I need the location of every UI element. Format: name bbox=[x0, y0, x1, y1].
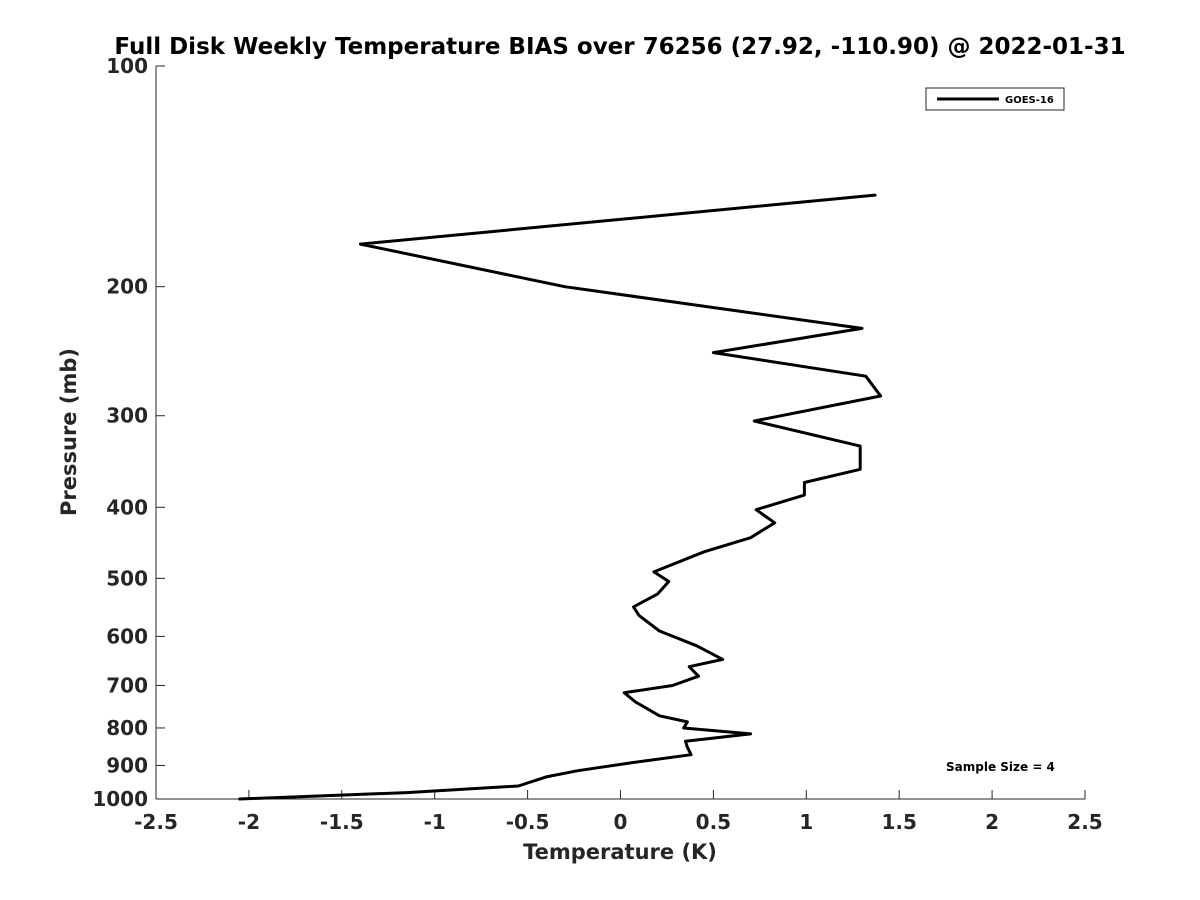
x-tick-label: 1.5 bbox=[881, 810, 916, 834]
y-tick-label: 300 bbox=[106, 404, 148, 428]
legend-label: GOES-16 bbox=[1005, 95, 1054, 106]
x-tick-label: -1 bbox=[424, 810, 446, 834]
y-axis-title: Pressure (mb) bbox=[57, 348, 81, 516]
x-tick-label: -2.5 bbox=[134, 810, 178, 834]
x-tick-label: 1 bbox=[799, 810, 813, 834]
y-tick-label: 400 bbox=[106, 495, 148, 519]
y-tick-label: 200 bbox=[106, 275, 148, 299]
chart-title: Full Disk Weekly Temperature BIAS over 7… bbox=[114, 34, 1125, 60]
x-tick-label: -1.5 bbox=[320, 810, 364, 834]
x-tick-label: 2.5 bbox=[1067, 810, 1102, 834]
legend: GOES-16 bbox=[925, 87, 1065, 111]
y-ticks: 100 200 300 400 500 600 700 800 900 1000 bbox=[92, 54, 165, 811]
x-tick-label: 0 bbox=[614, 810, 628, 834]
y-tick-label: 1000 bbox=[92, 787, 148, 811]
x-ticks: -2.5 -2 -1.5 -1 -0.5 0 0.5 1 1.5 2 2.5 bbox=[134, 790, 1103, 834]
y-tick-label: 600 bbox=[106, 624, 148, 648]
y-tick-label: 700 bbox=[106, 673, 148, 697]
sample-size-annotation: Sample Size = 4 bbox=[946, 760, 1055, 774]
x-tick-label: -0.5 bbox=[506, 810, 550, 834]
y-tick-label: 500 bbox=[106, 566, 148, 590]
plot-area bbox=[155, 66, 1085, 800]
x-tick-label: -2 bbox=[238, 810, 260, 834]
y-tick-label: 100 bbox=[106, 54, 148, 78]
y-tick-label: 800 bbox=[106, 716, 148, 740]
x-tick-label: 2 bbox=[985, 810, 999, 834]
series-line-goes-16 bbox=[238, 193, 883, 801]
x-axis-title: Temperature (K) bbox=[523, 840, 717, 864]
y-tick-label: 900 bbox=[106, 753, 148, 777]
x-tick-label: 0.5 bbox=[696, 810, 731, 834]
